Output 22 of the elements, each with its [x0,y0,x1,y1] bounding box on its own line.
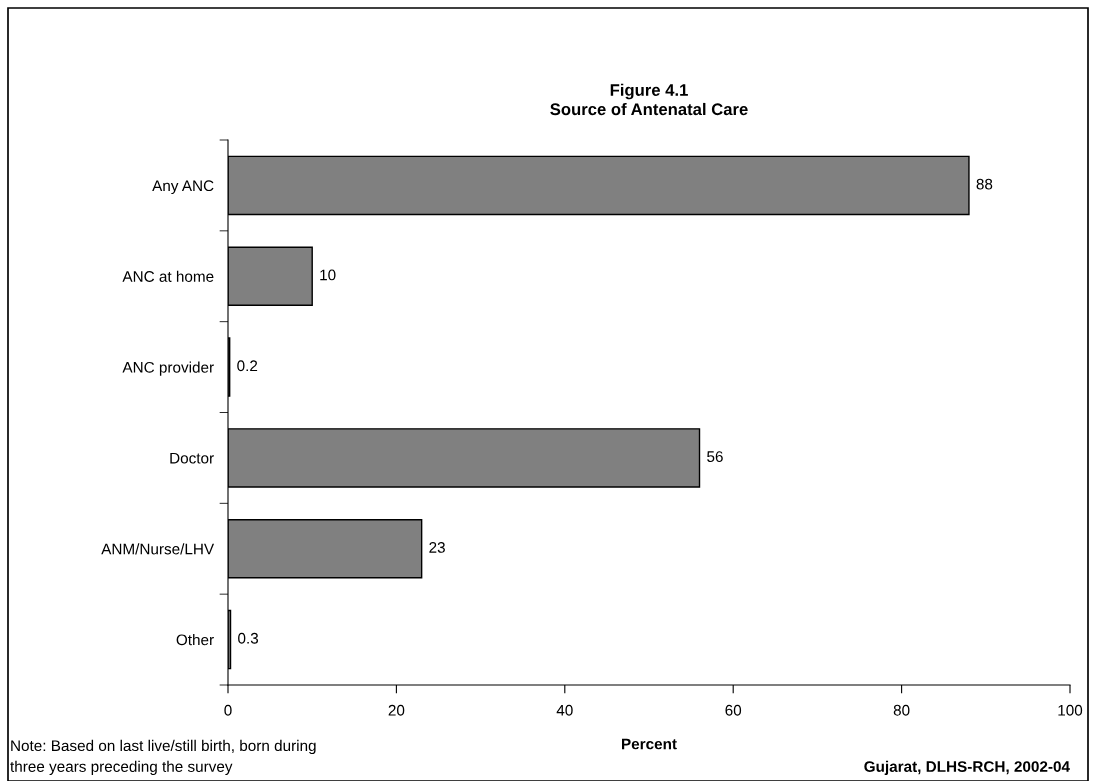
text: Gujarat, DLHS-RCH, 2002-04 [864,760,1070,775]
data-label: 10 [320,269,336,281]
x-tick-label: 20 [388,704,405,716]
y-tick-label: ANC provider [122,361,214,376]
data-label: 0.3 [238,632,259,644]
y-tick-label: Other [176,634,214,646]
data-label: 56 [707,451,723,463]
data-label: 88 [976,178,993,190]
y-tick-label: ANC at home [122,270,214,282]
text: Note: Based on last live/still birth, born during three years preceding the survey [10,739,316,775]
y-tick-label: Any ANC [152,180,214,195]
x-tick-label: 80 [893,704,910,716]
data-label: 23 [429,542,445,553]
y-tick-label: ANM/Nurse/LHV [101,543,215,555]
x-tick-label: 100 [1058,704,1083,716]
x-axis-title: Percent [622,738,677,750]
data-label: 0.2 [237,360,258,372]
x-tick-label: 40 [556,704,573,716]
x-tick-label: 60 [725,704,742,716]
x-tick-label: 0 [224,704,232,716]
y-tick-label: Doctor [170,452,214,464]
chart-title: Figure 4.1 Source of Antenatal Care [550,83,748,116]
